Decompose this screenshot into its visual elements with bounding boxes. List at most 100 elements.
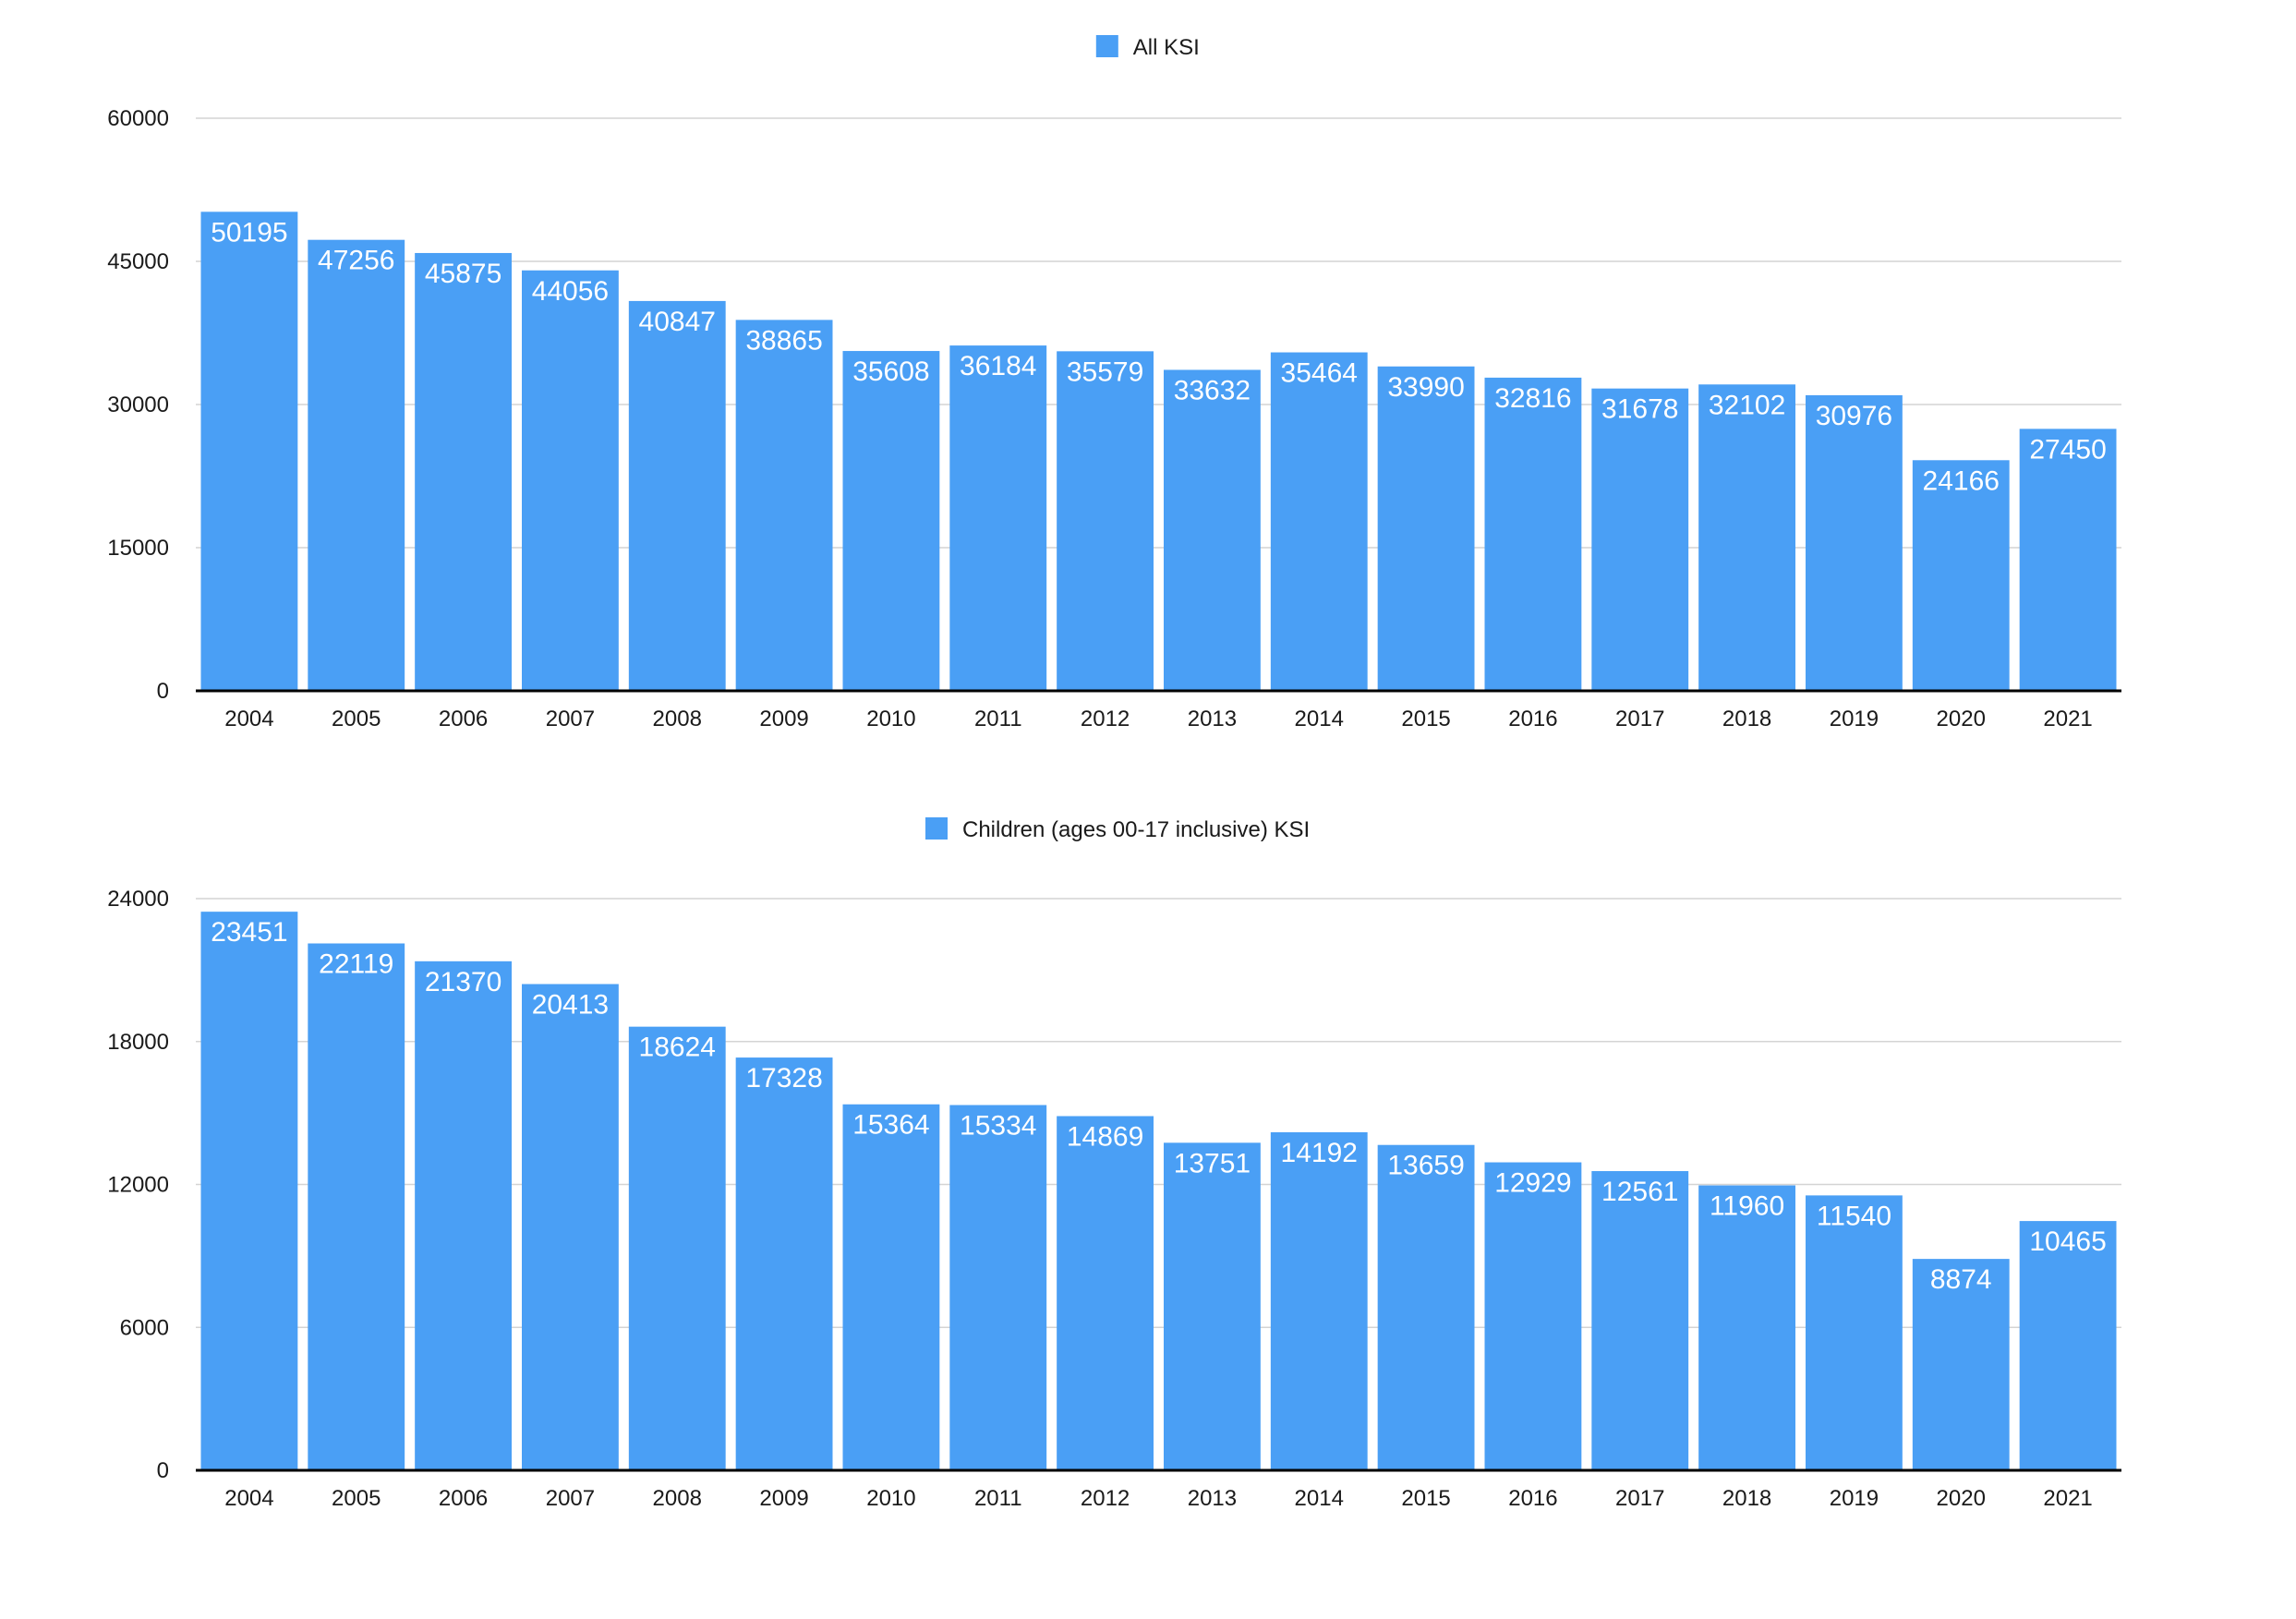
y-tick-label: 30000 (107, 393, 169, 417)
data-label: 36184 (960, 351, 1036, 381)
data-label: 8874 (1930, 1264, 1992, 1295)
children-ksi-bar (842, 1104, 940, 1470)
data-label: 13659 (1387, 1151, 1464, 1181)
all-ksi-chart: 0 15000 30000 45000 60000 All KSI 50195 2004 472… (107, 35, 2121, 731)
x-tick-label: 2021 (2043, 707, 2092, 731)
all-ksi-bar (628, 300, 726, 691)
children-ksi-bar (415, 961, 512, 1470)
x-tick-label: 2005 (332, 707, 381, 731)
all-ksi-bar (735, 320, 833, 691)
all-ksi-bar (200, 211, 298, 691)
x-tick-label: 2006 (439, 1486, 488, 1511)
children-ksi-bar (949, 1105, 1047, 1470)
x-tick-label: 2006 (439, 707, 488, 731)
children-ksi-bar (1912, 1259, 2010, 1470)
children-ksi-bar (200, 912, 298, 1470)
x-tick-label: 2008 (653, 1486, 702, 1511)
data-label: 13751 (1174, 1148, 1251, 1178)
x-tick-label: 2011 (974, 1486, 1022, 1511)
x-tick-label: 2014 (1295, 707, 1344, 731)
y-tick-label: 24000 (107, 887, 169, 912)
children-ksi-bar (1164, 1142, 1261, 1470)
data-label: 38865 (745, 325, 822, 356)
y-tick-label: 18000 (107, 1030, 169, 1055)
x-tick-label: 2009 (759, 1486, 808, 1511)
x-tick-label: 2019 (1830, 707, 1879, 731)
x-tick-label: 2012 (1081, 1486, 1130, 1511)
x-tick-label: 2016 (1508, 1486, 1557, 1511)
data-label: 32816 (1494, 383, 1571, 414)
children-ksi-bar (1591, 1171, 1689, 1470)
data-label: 14192 (1281, 1138, 1358, 1168)
x-tick-label: 2010 (866, 707, 915, 731)
x-tick-label: 2004 (224, 707, 273, 731)
children-ksi-bar (522, 984, 619, 1470)
data-label: 33990 (1387, 372, 1464, 403)
x-tick-label: 2013 (1188, 1486, 1237, 1511)
x-tick-label: 2017 (1615, 707, 1664, 731)
y-tick-label: 0 (157, 679, 169, 704)
data-label: 45875 (425, 259, 501, 289)
children-ksi-bar (308, 943, 405, 1470)
x-tick-label: 2015 (1401, 1486, 1450, 1511)
y-tick-label: 45000 (107, 249, 169, 274)
data-label: 15364 (852, 1110, 929, 1141)
data-label: 23451 (211, 917, 287, 948)
data-label: 47256 (318, 246, 394, 276)
legend-label: Children (ages 00-17 inclusive) KSI (962, 817, 1310, 842)
children-ksi-bar (1806, 1195, 1903, 1470)
data-label: 11960 (1710, 1191, 1784, 1222)
x-tick-label: 2019 (1830, 1486, 1879, 1511)
children-ksi-chart: 0 6000 12000 18000 24000 Children (ages 00-17… (107, 817, 2121, 1511)
x-tick-label: 2012 (1081, 707, 1130, 731)
data-label: 14869 (1067, 1122, 1143, 1153)
all-ksi-bar (1912, 460, 2010, 691)
all-ksi-bar (1270, 352, 1368, 691)
x-tick-label: 2017 (1615, 1486, 1664, 1511)
all-ksi-bar (1484, 377, 1582, 691)
x-tick-label: 2009 (759, 707, 808, 731)
data-label: 32102 (1709, 390, 1785, 420)
data-label: 35579 (1067, 356, 1143, 387)
x-tick-label: 2018 (1722, 1486, 1771, 1511)
data-label: 21370 (425, 967, 501, 997)
legend-swatch (925, 817, 948, 840)
all-ksi-bar (1806, 394, 1903, 691)
data-label: 35608 (852, 356, 929, 387)
all-ksi-bar (1164, 369, 1261, 691)
all-ksi-bar (522, 270, 619, 691)
children-ksi-bar (1270, 1131, 1368, 1470)
data-label: 33632 (1174, 375, 1251, 405)
x-tick-label: 2015 (1401, 707, 1450, 731)
x-tick-label: 2016 (1508, 707, 1557, 731)
data-label: 31678 (1601, 394, 1678, 425)
data-label: 35464 (1281, 358, 1358, 389)
x-tick-label: 2011 (974, 707, 1022, 731)
children-ksi-bar (1484, 1162, 1582, 1470)
x-tick-label: 2008 (653, 707, 702, 731)
x-tick-label: 2007 (546, 707, 595, 731)
data-label: 24166 (1923, 465, 2000, 496)
all-ksi-bar (1377, 366, 1475, 691)
data-label: 17328 (745, 1063, 822, 1093)
data-label: 10465 (2029, 1226, 2106, 1257)
children-ksi-bar (735, 1057, 833, 1470)
data-label: 30976 (1816, 401, 1892, 431)
x-tick-label: 2021 (2043, 1486, 2092, 1511)
children-ksi-bar (1377, 1144, 1475, 1470)
data-label: 22119 (319, 949, 393, 980)
data-label: 20413 (532, 990, 609, 1021)
x-tick-label: 2014 (1295, 1486, 1344, 1511)
x-tick-label: 2005 (332, 1486, 381, 1511)
all-ksi-bar (2019, 429, 2117, 691)
all-ksi-bar (842, 351, 940, 691)
all-ksi-bar (949, 345, 1047, 691)
all-ksi-bar (308, 239, 405, 691)
y-tick-label: 0 (157, 1458, 169, 1483)
children-ksi-bar (1057, 1116, 1154, 1470)
data-label: 27450 (2029, 434, 2106, 465)
legend-swatch (1095, 35, 1118, 57)
data-label: 12929 (1494, 1168, 1571, 1199)
